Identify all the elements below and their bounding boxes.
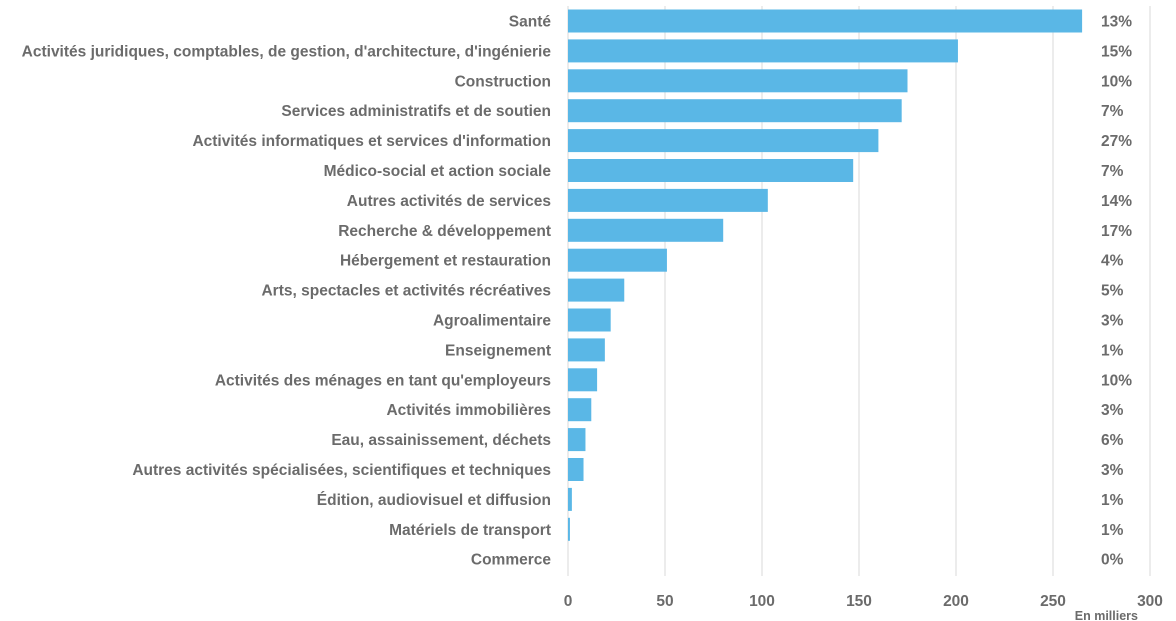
category-label: Construction <box>455 73 551 90</box>
bar <box>568 308 611 332</box>
bar <box>568 398 592 422</box>
bar <box>568 517 570 541</box>
percentage-label: 1% <box>1101 492 1124 509</box>
bar <box>568 428 586 452</box>
x-tick-label: 50 <box>656 593 673 610</box>
category-label: Hébergement et restauration <box>340 253 551 270</box>
percentage-label: 6% <box>1101 432 1124 449</box>
x-tick-label: 200 <box>943 593 969 610</box>
category-label: Édition, audiovisuel et diffusion <box>317 492 551 509</box>
bar <box>568 129 879 153</box>
percentage-label: 10% <box>1101 73 1132 90</box>
category-label: Activités des ménages en tant qu'employe… <box>215 372 551 389</box>
percentage-label: 1% <box>1101 522 1124 539</box>
percentage-label: 17% <box>1101 223 1132 240</box>
category-label: Agroalimentaire <box>433 313 551 330</box>
percentage-label: 0% <box>1101 552 1124 569</box>
percentage-labels: 13% 15% 10% 7% 27% 7% 14% 17% 4% 5% 3% 1% 10% 3% 6% 3% 1… <box>1101 14 1132 569</box>
x-tick-label: 0 <box>564 593 573 610</box>
percentage-label: 3% <box>1101 462 1124 479</box>
percentage-label: 1% <box>1101 342 1124 359</box>
category-label: Enseignement <box>445 342 551 359</box>
bar <box>568 9 1083 33</box>
category-label: Services administratifs et de soutien <box>281 103 551 120</box>
bar <box>568 487 572 511</box>
percentage-label: 3% <box>1101 313 1124 330</box>
category-label: Activités juridiques, comptables, de ges… <box>22 43 552 60</box>
category-labels: Santé Activités juridiques, comptables, d… <box>22 14 552 569</box>
category-label: Matériels de transport <box>389 522 551 539</box>
x-tick-label: 150 <box>846 593 872 610</box>
category-label: Activités immobilières <box>386 402 551 419</box>
percentage-label: 10% <box>1101 372 1132 389</box>
bars <box>568 9 1083 541</box>
percentage-label: 3% <box>1101 402 1124 419</box>
bar <box>568 218 724 242</box>
bar <box>568 338 605 362</box>
category-label: Arts, spectacles et activités récréative… <box>261 283 551 300</box>
percentage-label: 4% <box>1101 253 1124 270</box>
percentage-label: 7% <box>1101 163 1124 180</box>
percentage-label: 14% <box>1101 193 1132 210</box>
percentage-label: 15% <box>1101 43 1132 60</box>
category-label: Médico-social et action sociale <box>324 163 552 180</box>
x-tick-label: 100 <box>749 593 775 610</box>
bar <box>568 39 958 63</box>
category-label: Santé <box>509 14 552 31</box>
x-axis-ticks: 0 50 100 150 200 250 300 <box>564 593 1163 610</box>
category-label: Activités informatiques et services d'in… <box>192 133 551 150</box>
category-label: Recherche & développement <box>338 223 551 240</box>
bar <box>568 99 902 123</box>
x-tick-label: 300 <box>1137 593 1163 610</box>
category-label: Eau, assainissement, déchets <box>331 432 551 449</box>
category-label: Commerce <box>471 552 551 569</box>
percentage-label: 5% <box>1101 283 1124 300</box>
percentage-label: 7% <box>1101 103 1124 120</box>
x-axis-unit-label: En milliers <box>1075 609 1138 621</box>
bar <box>568 69 908 93</box>
bar <box>568 248 667 272</box>
percentage-label: 13% <box>1101 14 1132 31</box>
percentage-label: 27% <box>1101 133 1132 150</box>
bar <box>568 159 854 182</box>
bar <box>568 368 598 392</box>
bar <box>568 278 625 302</box>
x-tick-label: 250 <box>1040 593 1066 610</box>
category-label: Autres activités de services <box>347 193 551 210</box>
bar <box>568 458 584 481</box>
category-label: Autres activités spécialisées, scientifi… <box>132 462 551 479</box>
bar <box>568 188 768 212</box>
